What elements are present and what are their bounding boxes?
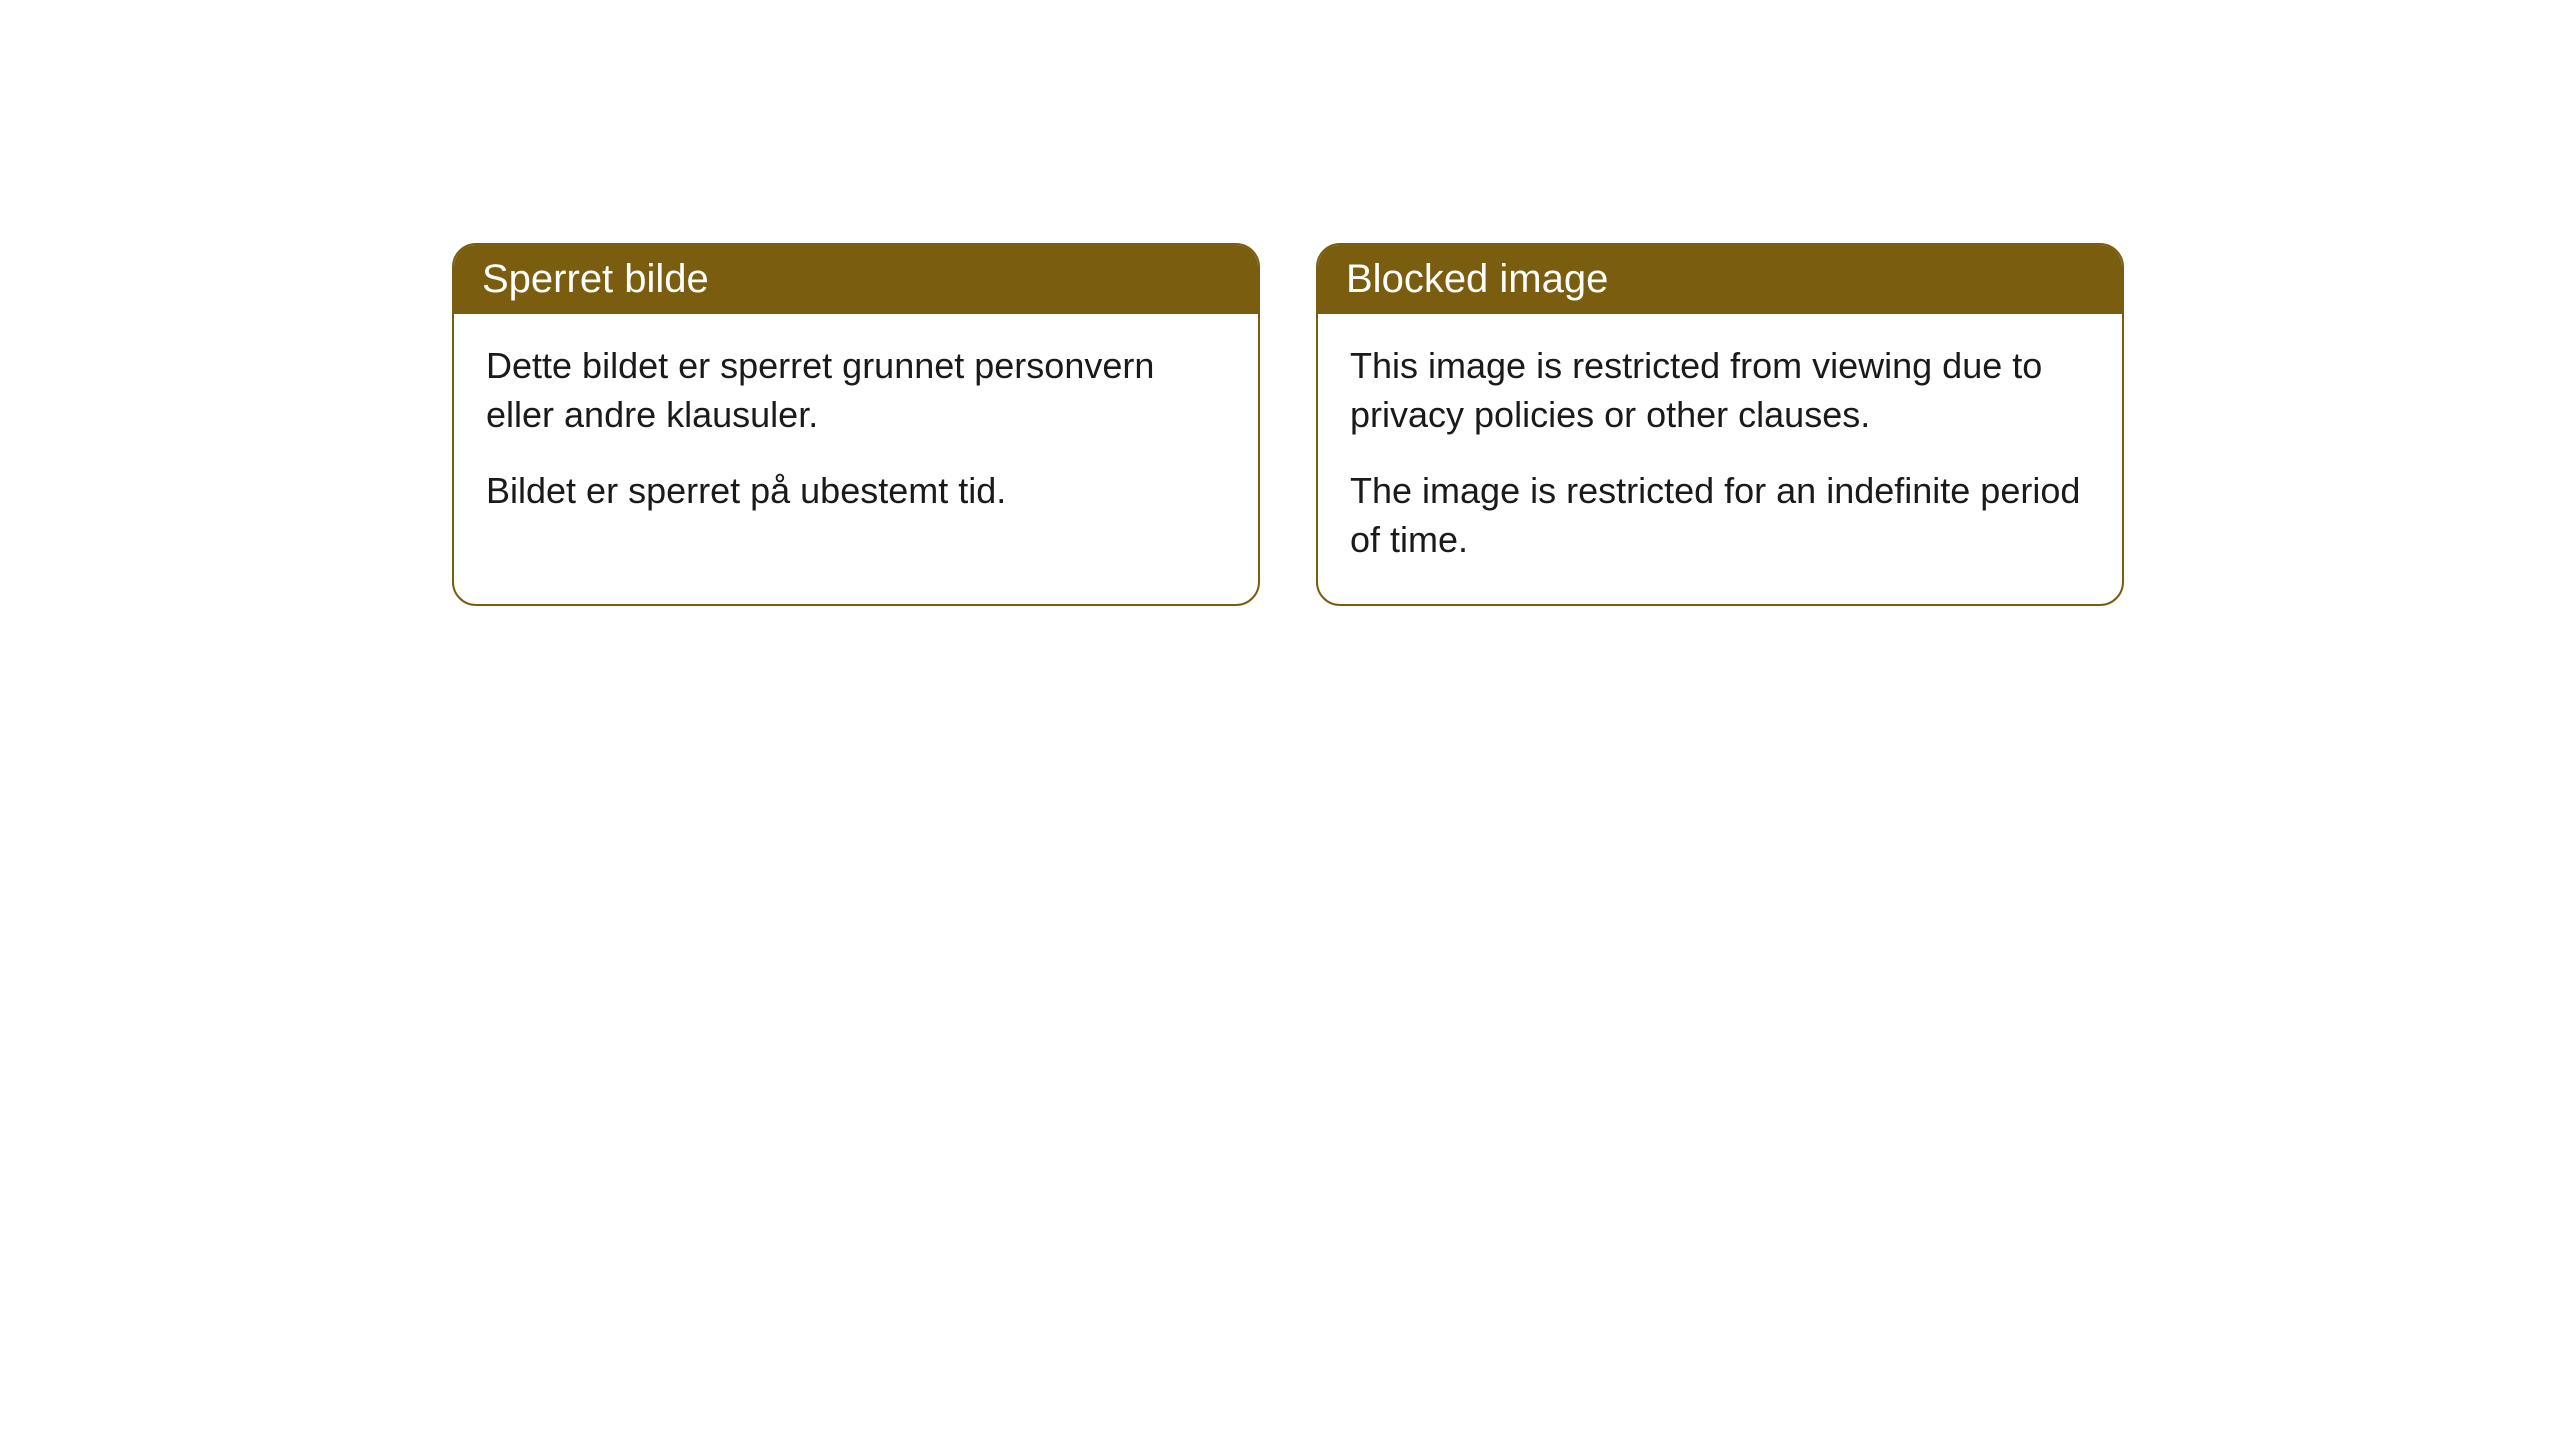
panel-en-body: This image is restricted from viewing du… xyxy=(1318,314,2122,604)
panel-no: Sperret bilde Dette bildet er sperret gr… xyxy=(452,243,1260,606)
panels-container: Sperret bilde Dette bildet er sperret gr… xyxy=(452,243,2124,606)
panel-no-para2: Bildet er sperret på ubestemt tid. xyxy=(486,467,1226,516)
panel-no-header: Sperret bilde xyxy=(454,245,1258,314)
panel-en: Blocked image This image is restricted f… xyxy=(1316,243,2124,606)
panel-en-header: Blocked image xyxy=(1318,245,2122,314)
panel-en-para2: The image is restricted for an indefinit… xyxy=(1350,467,2090,564)
panel-no-para1: Dette bildet er sperret grunnet personve… xyxy=(486,342,1226,439)
panel-no-body: Dette bildet er sperret grunnet personve… xyxy=(454,314,1258,556)
panel-en-para1: This image is restricted from viewing du… xyxy=(1350,342,2090,439)
